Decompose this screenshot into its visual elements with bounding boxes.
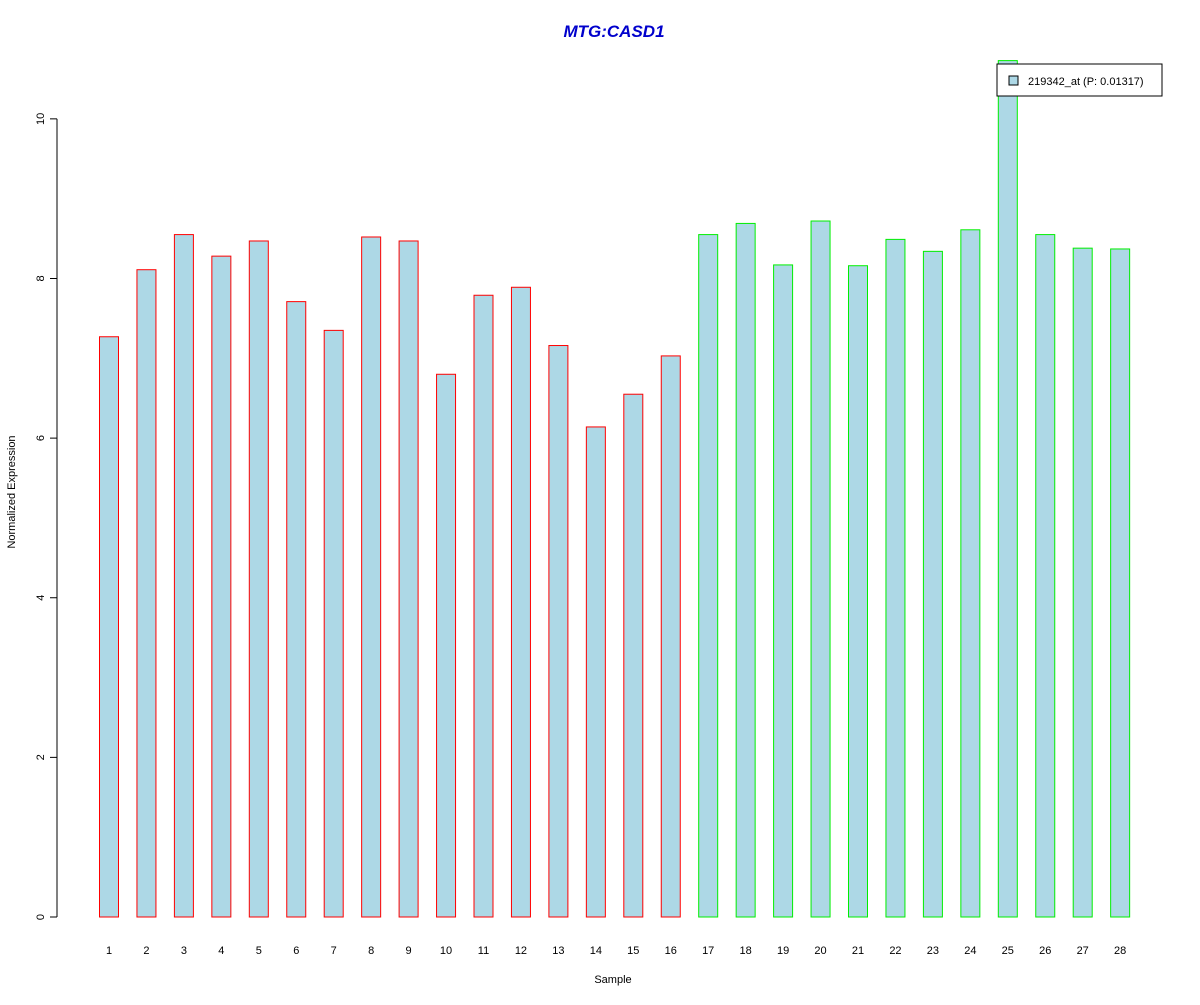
x-axis-tick-label: 11 <box>478 945 489 957</box>
y-axis-title: Normalized Expression <box>6 435 18 548</box>
bar <box>323 329 344 918</box>
bar <box>585 426 606 918</box>
bar <box>922 250 943 918</box>
x-axis-tick-label: 21 <box>852 945 864 957</box>
x-axis-tick-label: 17 <box>702 945 714 957</box>
bar <box>735 222 756 918</box>
x-axis-tick-label: 15 <box>627 945 639 957</box>
bar <box>660 355 681 918</box>
bar <box>810 220 831 918</box>
bar <box>473 294 494 918</box>
x-axis-tick-labels: 1 2 3 4 5 6 7 8 9 10 11 12 13 14 15 16 17 18 19 20 21 22 23 24 2… <box>106 945 1126 957</box>
y-axis: 0 2 4 6 8 10 <box>35 113 58 920</box>
x-axis-tick-label: 2 <box>143 945 149 957</box>
bars <box>99 60 1131 918</box>
bar <box>436 373 457 918</box>
bar <box>960 229 981 918</box>
y-axis-tick-label: 0 <box>35 914 47 920</box>
bar <box>398 240 419 918</box>
bar <box>99 336 119 918</box>
x-axis-tick-label: 1 <box>106 945 112 957</box>
x-axis-tick-label: 10 <box>440 945 452 957</box>
x-axis-tick-label: 16 <box>665 945 677 957</box>
bar <box>1035 234 1056 918</box>
bar <box>248 240 269 918</box>
legend-box <box>996 63 1163 97</box>
x-axis-tick-label: 4 <box>218 945 224 957</box>
x-axis-tick-label: 9 <box>406 945 412 957</box>
y-axis-tick-label: 10 <box>35 113 47 125</box>
x-axis-tick-label: 8 <box>368 945 374 957</box>
legend-label: 219342_at (P: 0.01317) <box>1028 76 1144 88</box>
bar <box>623 393 644 918</box>
bar <box>885 238 906 918</box>
x-axis-tick-label: 6 <box>293 945 299 957</box>
x-axis-tick-label: 20 <box>814 945 826 957</box>
x-axis-tick-label: 19 <box>777 945 789 957</box>
x-axis-tick-label: 3 <box>181 945 187 957</box>
y-axis-tick-label: 6 <box>35 435 47 441</box>
bar <box>361 236 382 918</box>
x-axis-tick-label: 18 <box>740 945 752 957</box>
y-axis-tick-label: 2 <box>35 754 47 760</box>
x-axis-tick-label: 24 <box>964 945 976 957</box>
x-axis-tick-label: 7 <box>331 945 337 957</box>
x-axis-tick-label: 14 <box>590 945 602 957</box>
bar <box>286 301 307 918</box>
bar <box>848 265 868 918</box>
bar <box>136 269 157 918</box>
x-axis-tick-label: 25 <box>1002 945 1014 957</box>
bar <box>698 234 719 918</box>
chart-title: MTG:CASD1 <box>563 22 664 41</box>
x-axis-tick-label: 26 <box>1039 945 1051 957</box>
y-axis-tick-label: 4 <box>35 595 47 601</box>
x-axis-tick-label: 23 <box>927 945 939 957</box>
legend: 219342_at (P: 0.01317) <box>996 63 1163 97</box>
bar <box>1110 248 1131 918</box>
x-axis-title: Sample <box>594 974 631 986</box>
bar <box>173 234 194 918</box>
y-axis-tick-label: 8 <box>35 275 47 281</box>
bar <box>1072 247 1093 918</box>
x-axis-tick-label: 5 <box>256 945 262 957</box>
bar <box>773 264 794 918</box>
x-axis-tick-label: 12 <box>515 945 527 957</box>
legend-swatch <box>1008 75 1019 86</box>
bar <box>548 345 569 918</box>
bar <box>211 255 232 918</box>
x-axis-tick-label: 28 <box>1114 945 1126 957</box>
x-axis-tick-label: 13 <box>552 945 564 957</box>
bar <box>510 286 531 918</box>
x-axis-tick-label: 27 <box>1077 945 1089 957</box>
x-axis-tick-label: 22 <box>889 945 901 957</box>
bar <box>997 60 1018 918</box>
